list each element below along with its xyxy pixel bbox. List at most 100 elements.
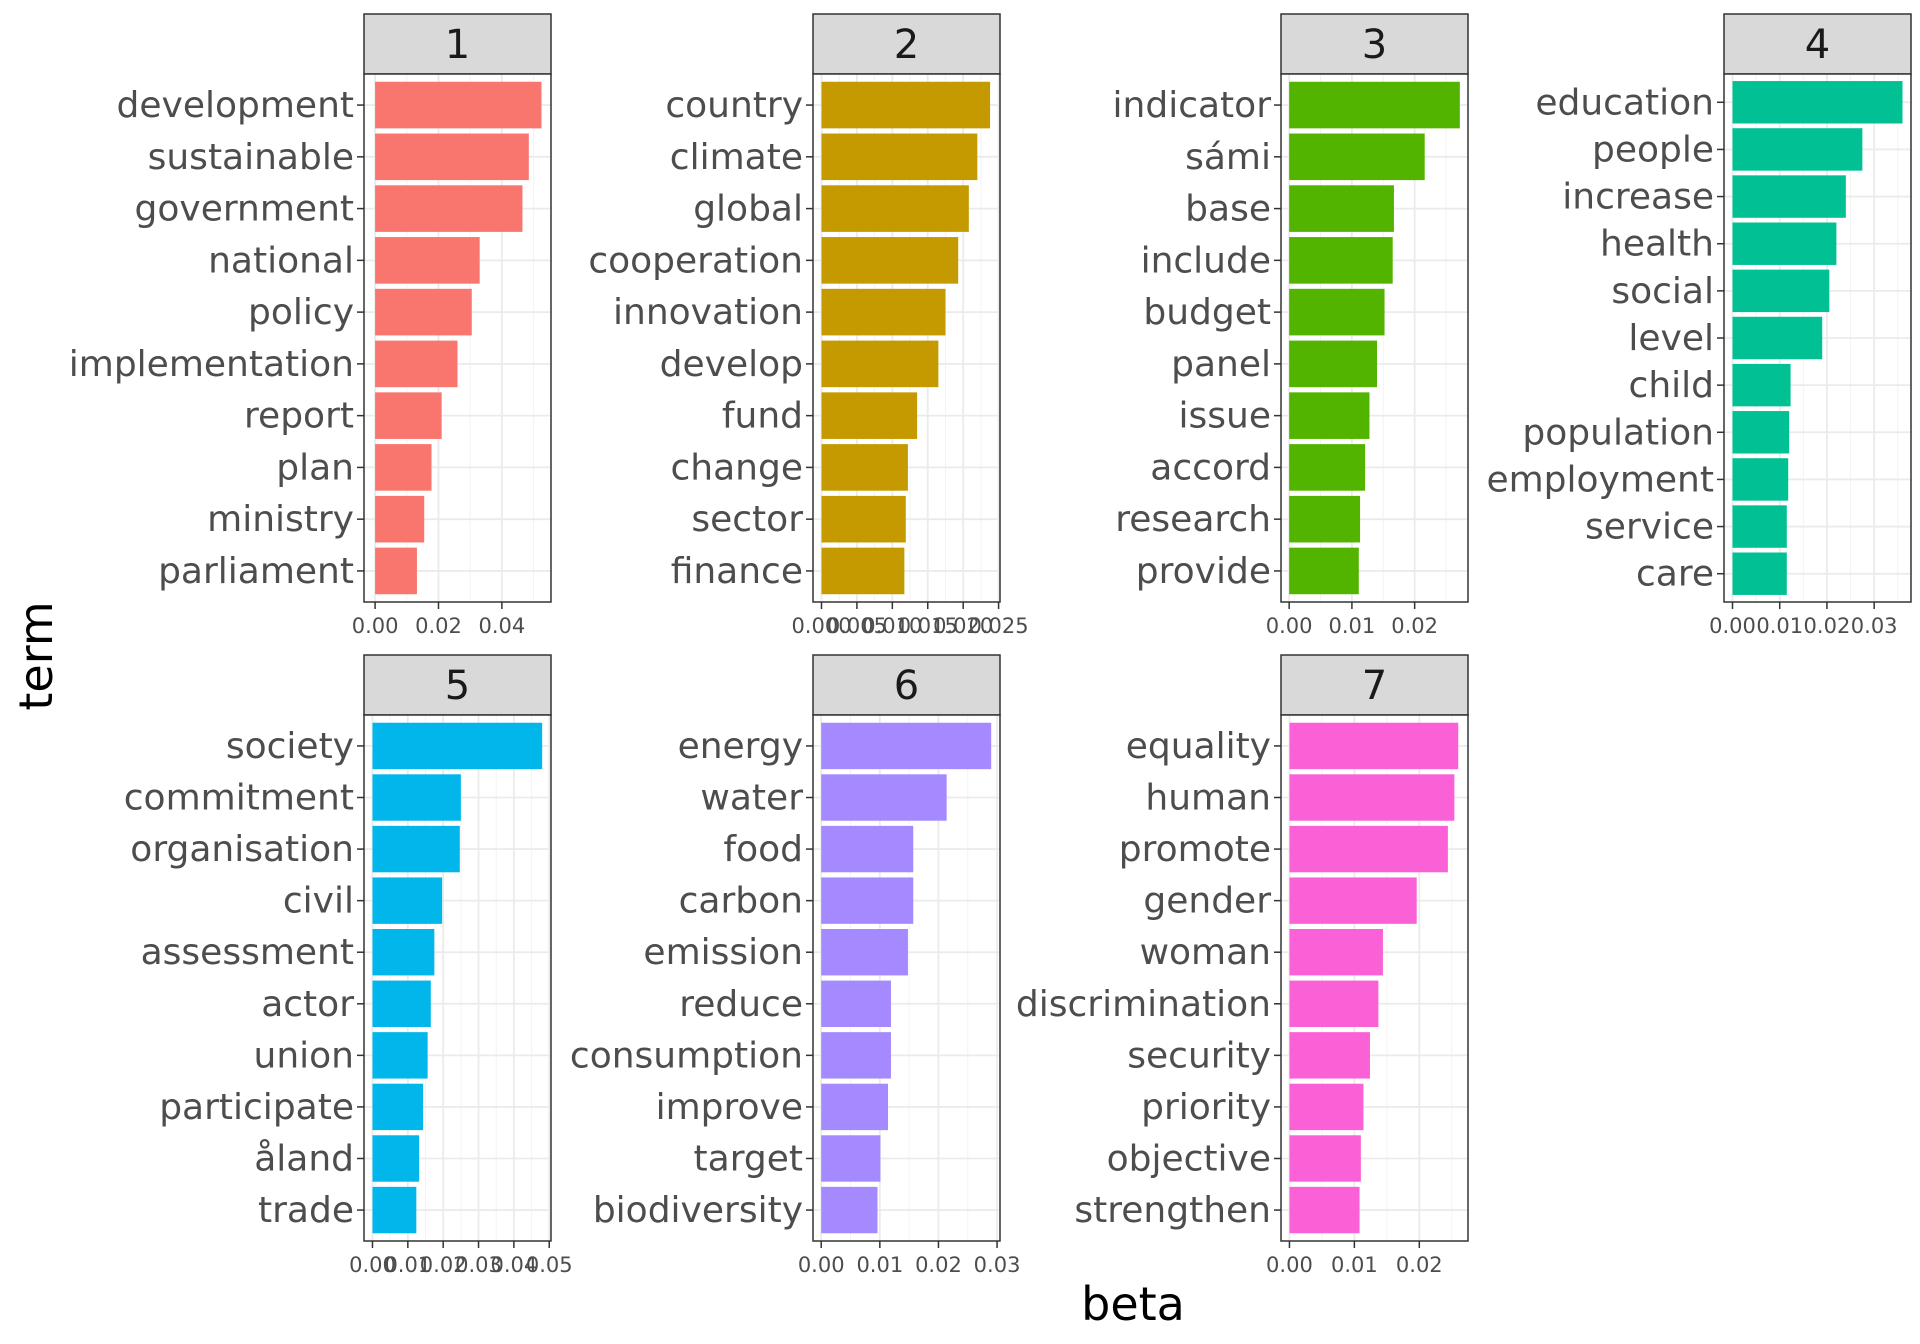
bar-biodiversity (821, 1186, 878, 1234)
bar-ministry (375, 495, 425, 543)
y-tick-label: level (1628, 318, 1714, 359)
x-tick-label: 0.03 (455, 1253, 502, 1277)
y-tick-label: parliament (158, 551, 354, 592)
y-tick-label: objective (1107, 1138, 1271, 1179)
bar-education (1732, 81, 1903, 124)
bar-country (821, 81, 991, 129)
bar-commitment (372, 774, 461, 821)
y-tick-label: issue (1179, 396, 1271, 437)
facet-strip-label: 2 (894, 22, 919, 68)
y-tick-label: accord (1150, 447, 1271, 488)
bar-strengthen (1289, 1186, 1360, 1234)
x-tick-label: 0.02 (1396, 1253, 1443, 1277)
y-tick-label: policy (248, 292, 354, 333)
bar-human (1289, 774, 1455, 821)
y-tick-label: panel (1171, 344, 1271, 385)
bar-implementation (375, 340, 458, 388)
x-tick-label: 0.01 (856, 1253, 903, 1277)
y-tick-label: human (1145, 778, 1271, 819)
y-tick-label: care (1636, 554, 1714, 595)
bar-care (1732, 552, 1787, 595)
facet-3: 3 indicator sámi base include budget panel issu… (1113, 13, 1469, 638)
bar-water (821, 774, 947, 821)
bar-sámi (1289, 133, 1425, 181)
y-tick-label: report (244, 396, 354, 437)
y-tick-label: organisation (130, 829, 354, 870)
bar-research (1289, 495, 1361, 543)
x-tick-label: 0.01 (384, 1253, 431, 1277)
bar-government (375, 185, 523, 232)
x-tick-label: 0.01 (1331, 1253, 1378, 1277)
y-tick-label: carbon (679, 881, 803, 922)
x-tick-label: 0.00 (798, 1253, 845, 1277)
bar-equality (1289, 722, 1459, 770)
x-tick-label: 0.00 (349, 1253, 396, 1277)
bar-target (821, 1135, 881, 1182)
y-tick-label: security (1127, 1035, 1271, 1076)
y-tick-label: energy (678, 726, 803, 767)
y-tick-label: improve (656, 1087, 803, 1128)
y-tick-label: indicator (1113, 85, 1272, 126)
facet-strip-label: 5 (445, 663, 470, 709)
x-tick-label: 0.04 (478, 614, 525, 638)
y-tick-label: commitment (124, 778, 354, 819)
panel-border (363, 714, 552, 1242)
bar-society (372, 722, 543, 770)
x-tick-label: 0.005 (827, 614, 887, 638)
x-tick-label: 0.000 (791, 614, 851, 638)
panel-border (1280, 73, 1469, 603)
facet-6: 6 energy water food carbon emission reduce cons… (570, 654, 1021, 1277)
x-tick-label: 0.00 (1266, 1253, 1313, 1277)
bar-organisation (372, 825, 460, 873)
facet-strip-label: 3 (1362, 22, 1387, 68)
x-tick-label: 0.02 (415, 614, 462, 638)
x-tick-label: 0.02 (1804, 614, 1851, 638)
bar-include (1289, 237, 1393, 284)
y-tick-label: global (693, 189, 803, 230)
bar-increase (1732, 175, 1846, 218)
x-axis-title: beta (1081, 1277, 1185, 1331)
bar-global (821, 185, 969, 232)
y-tick-label: target (694, 1138, 803, 1179)
bar-plan (375, 444, 432, 491)
y-tick-label: food (723, 829, 803, 870)
y-tick-label: cooperation (588, 240, 803, 281)
bar-sector (821, 495, 906, 543)
y-tick-label: åland (254, 1138, 354, 1179)
y-tick-label: climate (670, 137, 803, 178)
bar-development (375, 81, 542, 129)
x-tick-label: 0.03 (974, 1253, 1021, 1277)
y-tick-label: gender (1143, 881, 1271, 922)
bar-trade (372, 1186, 417, 1234)
panel-border (812, 714, 1001, 1242)
y-tick-label: sustainable (148, 137, 354, 178)
y-tick-label: provide (1136, 551, 1271, 592)
x-tick-label: 0.015 (898, 614, 958, 638)
x-tick-label: 0.03 (1851, 614, 1898, 638)
bar-objective (1289, 1135, 1361, 1182)
x-tick-label: 0.02 (420, 1253, 467, 1277)
facet-strip (812, 13, 1001, 75)
y-tick-label: actor (261, 984, 354, 1025)
bar-child (1732, 363, 1791, 407)
x-tick-label: 0.010 (862, 614, 922, 638)
bar-assessment (372, 929, 435, 976)
y-tick-label: national (208, 240, 354, 281)
bar-policy (375, 288, 472, 336)
y-tick-label: promote (1119, 829, 1271, 870)
bar-accord (1289, 444, 1366, 491)
y-tick-label: biodiversity (593, 1190, 803, 1231)
y-tick-label: country (665, 85, 803, 126)
bar-union (372, 1032, 428, 1079)
y-tick-label: society (226, 726, 354, 767)
y-tick-label: change (671, 447, 804, 488)
facets-layer: 1 development sustainable government nationa… (69, 13, 1912, 1277)
y-tick-label: increase (1562, 177, 1714, 218)
y-tick-label: budget (1143, 292, 1271, 333)
bar-discrimination (1289, 980, 1379, 1027)
y-tick-label: assessment (141, 932, 354, 973)
bar-develop (821, 340, 939, 388)
y-tick-label: innovation (613, 292, 803, 333)
facet-strip-label: 6 (894, 663, 919, 709)
